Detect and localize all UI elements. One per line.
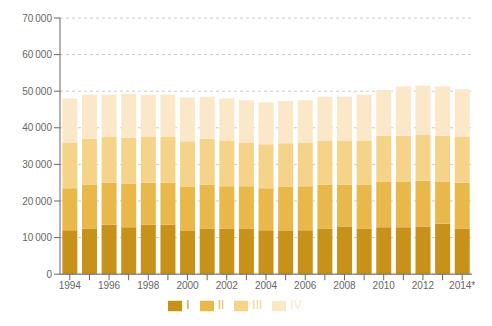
svg-text:1994: 1994	[59, 280, 82, 291]
svg-text:2002: 2002	[216, 280, 239, 291]
svg-text:2010: 2010	[373, 280, 396, 291]
svg-text:10 000: 10 000	[22, 232, 52, 243]
svg-text:60 000: 60 000	[22, 49, 52, 60]
svg-text:2008: 2008	[333, 280, 356, 291]
svg-text:40 000: 40 000	[22, 122, 52, 133]
svg-text:2006: 2006	[294, 280, 317, 291]
svg-text:2000: 2000	[176, 280, 199, 291]
svg-text:1998: 1998	[137, 280, 160, 291]
svg-text:2012: 2012	[412, 280, 435, 291]
html-text:II: II	[217, 298, 225, 313]
svg-text:2014*: 2014*	[449, 280, 475, 291]
svg-text:30 000: 30 000	[22, 159, 52, 170]
svg-text:0: 0	[46, 269, 52, 280]
html-text:IV: IV	[290, 298, 302, 313]
html-text:I: I	[186, 298, 190, 313]
svg-text:50 000: 50 000	[22, 86, 52, 97]
svg-text:2004: 2004	[255, 280, 278, 291]
svg-text:20 000: 20 000	[22, 196, 52, 207]
svg-text:70 000: 70 000	[22, 13, 52, 24]
svg-text:1996: 1996	[98, 280, 121, 291]
html-text:III: III	[252, 298, 263, 313]
